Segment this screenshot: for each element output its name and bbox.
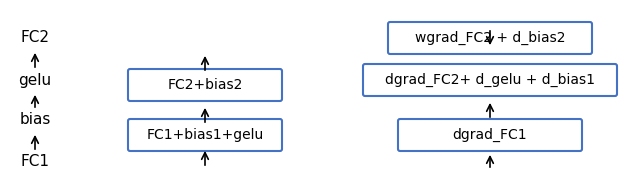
- FancyBboxPatch shape: [128, 69, 282, 101]
- FancyBboxPatch shape: [128, 119, 282, 151]
- Text: wgrad_FC2 + d_bias2: wgrad_FC2 + d_bias2: [415, 31, 565, 45]
- FancyBboxPatch shape: [398, 119, 582, 151]
- Text: FC1: FC1: [21, 155, 49, 169]
- Text: gelu: gelu: [19, 73, 52, 87]
- Text: FC2: FC2: [21, 31, 49, 45]
- FancyBboxPatch shape: [363, 64, 617, 96]
- Text: FC2+bias2: FC2+bias2: [167, 78, 243, 92]
- Text: dgrad_FC2+ d_gelu + d_bias1: dgrad_FC2+ d_gelu + d_bias1: [385, 73, 595, 87]
- Text: FC1+bias1+gelu: FC1+bias1+gelu: [147, 128, 263, 142]
- Text: bias: bias: [19, 113, 51, 127]
- FancyBboxPatch shape: [388, 22, 592, 54]
- Text: dgrad_FC1: dgrad_FC1: [452, 128, 527, 142]
